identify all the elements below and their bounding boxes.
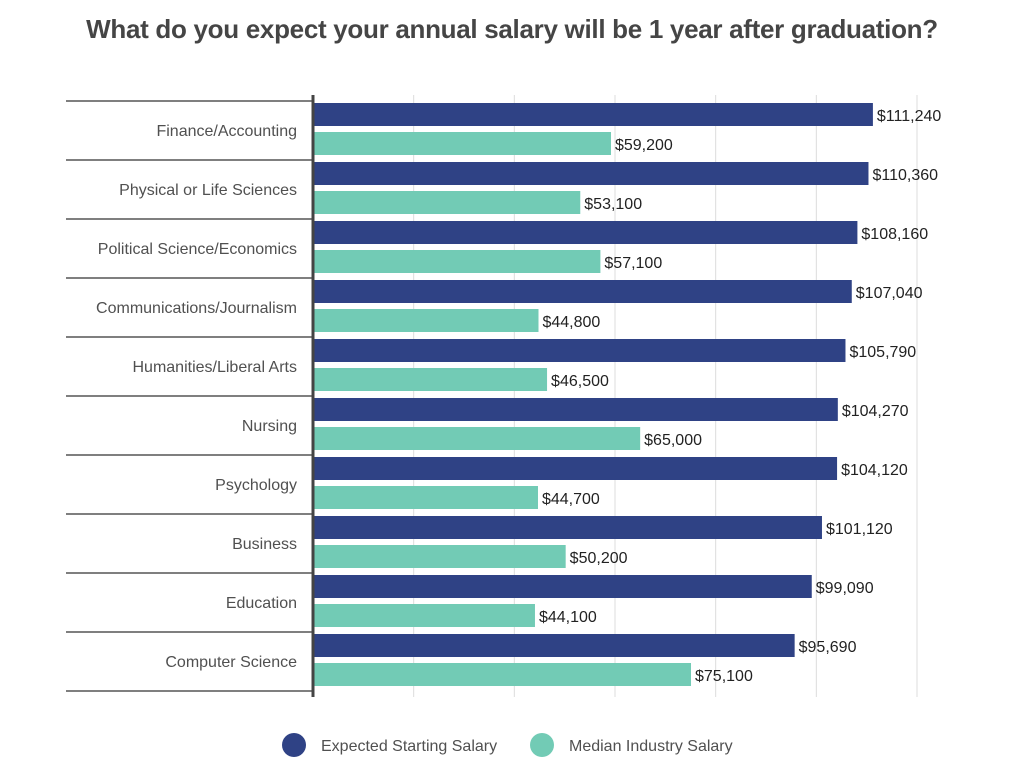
data-label-median: $50,200: [570, 550, 628, 567]
bar-expected-starting-salary: [314, 575, 812, 598]
bar-median-industry-salary: [314, 486, 538, 509]
category-label: Physical or Life Sciences: [119, 182, 297, 199]
bar-median-industry-salary: [314, 309, 539, 332]
bar-expected-starting-salary: [314, 103, 873, 126]
category-label: Humanities/Liberal Arts: [132, 359, 297, 376]
category-label: Business: [232, 536, 297, 553]
category-label: Psychology: [215, 477, 297, 494]
legend-marker-expected-starting-salary: [282, 733, 306, 757]
data-label-median: $57,100: [604, 255, 662, 272]
chart-title: What do you expect your annual salary wi…: [86, 14, 938, 44]
data-label-median: $65,000: [644, 432, 702, 449]
data-label-median: $53,100: [584, 196, 642, 213]
category-label: Finance/Accounting: [156, 123, 297, 140]
legend-label-median-industry-salary: Median Industry Salary: [569, 738, 733, 755]
category-label: Political Science/Economics: [98, 241, 297, 258]
bar-expected-starting-salary: [314, 221, 858, 244]
bar-expected-starting-salary: [314, 280, 852, 303]
data-label-expected: $111,240: [877, 108, 941, 125]
data-label-expected: $99,090: [816, 580, 874, 597]
data-label-median: $46,500: [551, 373, 609, 390]
data-label-median: $44,700: [542, 491, 600, 508]
data-label-expected: $104,120: [841, 462, 908, 479]
data-label-expected: $110,360: [872, 167, 938, 184]
data-label-expected: $107,040: [856, 285, 923, 302]
category-label: Nursing: [242, 418, 297, 435]
category-label: Education: [226, 595, 297, 612]
bar-median-industry-salary: [314, 427, 641, 450]
bar-median-industry-salary: [314, 191, 581, 214]
data-label-expected: $108,160: [861, 226, 928, 243]
data-label-expected: $104,270: [842, 403, 909, 420]
bar-median-industry-salary: [314, 250, 601, 273]
bar-median-industry-salary: [314, 545, 566, 568]
bar-median-industry-salary: [314, 663, 692, 686]
data-label-median: $75,100: [695, 668, 753, 685]
bar-expected-starting-salary: [314, 634, 795, 657]
bar-expected-starting-salary: [314, 398, 838, 421]
legend-label-expected-starting-salary: Expected Starting Salary: [321, 738, 497, 755]
bar-expected-starting-salary: [314, 339, 846, 362]
data-label-expected: $95,690: [799, 639, 857, 656]
legend-marker-median-industry-salary: [530, 733, 554, 757]
data-label-expected: $105,790: [849, 344, 916, 361]
bar-median-industry-salary: [314, 604, 535, 627]
bar-median-industry-salary: [314, 368, 548, 391]
data-label-median: $59,200: [615, 137, 673, 154]
data-label-median: $44,100: [539, 609, 597, 626]
bar-expected-starting-salary: [314, 516, 822, 539]
category-label: Computer Science: [165, 654, 297, 671]
bar-expected-starting-salary: [314, 162, 869, 185]
category-label: Communications/Journalism: [96, 300, 297, 317]
data-label-expected: $101,120: [826, 521, 893, 538]
bar-median-industry-salary: [314, 132, 611, 155]
data-label-median: $44,800: [542, 314, 600, 331]
bar-expected-starting-salary: [314, 457, 838, 480]
